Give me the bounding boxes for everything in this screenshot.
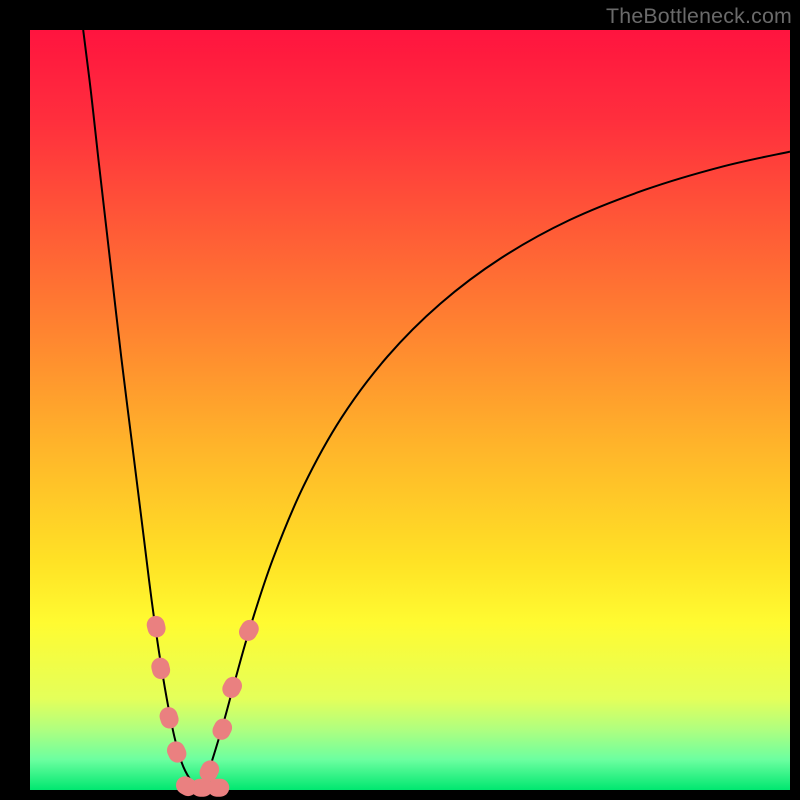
marker-point — [145, 614, 168, 639]
marker-point — [208, 779, 230, 797]
marker-point — [209, 715, 235, 742]
marker-point — [219, 674, 245, 702]
marker-point — [236, 617, 262, 645]
marker-point — [164, 738, 189, 765]
chart-svg — [0, 0, 800, 800]
curve-left — [83, 30, 199, 790]
marker-point — [157, 705, 181, 731]
watermark-text: TheBottleneck.com — [606, 4, 792, 29]
marker-point — [149, 656, 172, 681]
curve-right — [199, 152, 790, 790]
